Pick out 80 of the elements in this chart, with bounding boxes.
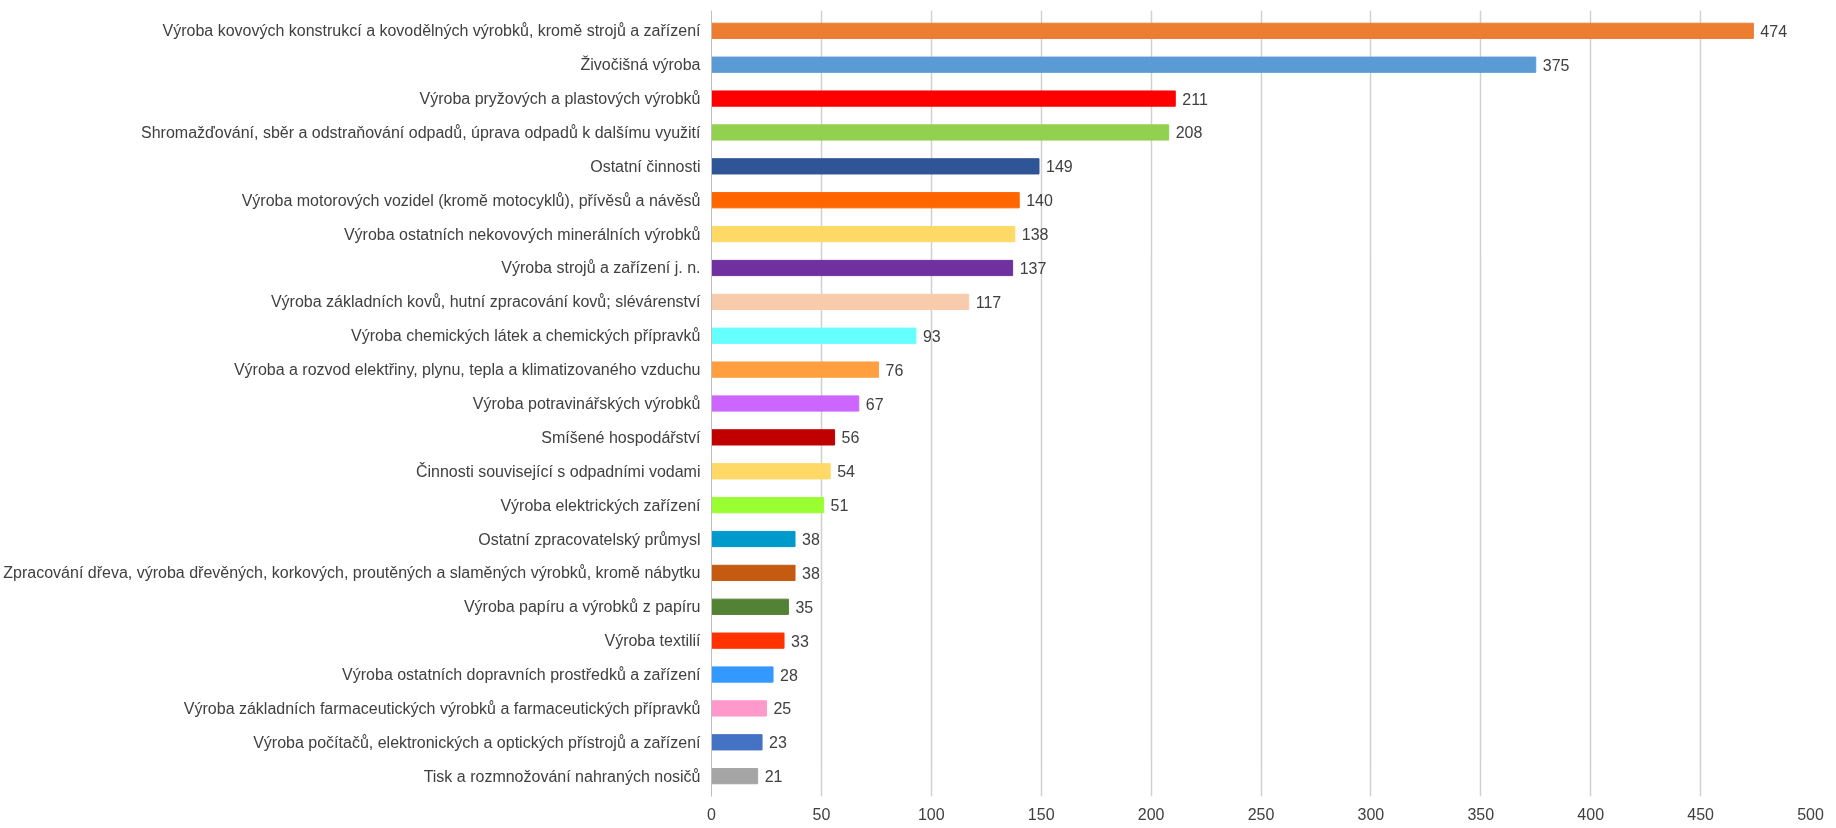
data-label: 375 — [1542, 56, 1570, 74]
data-label: 38 — [802, 564, 820, 582]
y-tick-label: Činnosti související s odpadními vodami — [415, 461, 701, 480]
bar — [711, 666, 774, 683]
x-tick-label: 100 — [917, 805, 945, 823]
data-label: 54 — [837, 463, 856, 481]
data-label: 21 — [764, 768, 783, 786]
data-label: 117 — [975, 293, 1002, 311]
bar — [711, 564, 796, 582]
bar — [711, 56, 1537, 73]
y-tick-label: Výroba chemických látek a chemických přípravků — [351, 327, 701, 345]
y-tick-label: Výroba pryžových a plastových výrobků — [419, 90, 701, 108]
data-label: 137 — [1019, 259, 1047, 277]
y-tick-label: Výroba ostatních dopravních prostředků a zařízení — [342, 666, 702, 684]
y-tick-label: Výroba motorových vozidel (kromě motocyklů), přívěsů a návěsů — [241, 191, 701, 209]
y-tick-label: Živočišná výroba — [580, 55, 701, 74]
bar — [711, 327, 917, 344]
y-tick-label: Výroba a rozvod elektřiny, plynu, tepla a klimatizovaného vzduchu — [233, 361, 701, 379]
data-label: 93 — [922, 327, 941, 345]
y-tick-label: Tisk a rozmnožování nahraných nosičů — [423, 767, 701, 785]
x-tick-label: 200 — [1137, 805, 1165, 823]
bar — [711, 768, 759, 785]
y-tick-label: Výroba strojů a zařízení j. n. — [501, 259, 701, 277]
bar — [711, 293, 970, 310]
data-label: 23 — [769, 734, 787, 752]
x-tick-label: 150 — [1027, 805, 1055, 823]
x-tick-label: 450 — [1687, 805, 1715, 823]
data-label: 208 — [1175, 124, 1203, 142]
data-label: 149 — [1046, 158, 1073, 176]
bar — [711, 22, 1754, 39]
data-label: 140 — [1026, 192, 1054, 210]
data-label: 211 — [1182, 90, 1208, 108]
y-tick-label: Výroba kovových konstrukcí a kovodělných výrobků, kromě strojů a zařízení — [162, 22, 702, 40]
y-tick-label: Výroba elektrických zařízení — [500, 496, 702, 514]
bar — [711, 530, 796, 548]
bar — [711, 497, 825, 514]
data-label: 33 — [791, 632, 809, 650]
y-tick-label: Shromažďování, sběr a odstraňování odpadů, úprava odpadů k dalšímu využití — [141, 123, 702, 141]
y-tick-label: Zpracování dřeva, výroba dřevěných, korkových, proutěných a slaměných výrobků, kromě nábytku — [3, 564, 701, 582]
bar — [711, 259, 1014, 277]
x-tick-label: 400 — [1577, 805, 1605, 823]
bar — [711, 700, 767, 717]
data-label: 28 — [780, 666, 798, 684]
bar — [711, 395, 860, 412]
x-tick-label: 500 — [1797, 805, 1824, 823]
data-label: 56 — [841, 429, 860, 447]
bar — [711, 124, 1170, 141]
bar — [711, 632, 785, 649]
y-tick-label: Ostatní činnosti — [590, 157, 701, 175]
y-tick-label: Výroba papíru a výrobků z papíru — [463, 598, 701, 616]
bar — [711, 192, 1020, 209]
data-label: 38 — [802, 531, 820, 549]
bar — [711, 463, 831, 480]
data-label: 35 — [795, 598, 814, 616]
data-label: 25 — [773, 700, 792, 718]
data-label: 76 — [885, 361, 904, 379]
bar — [711, 225, 1016, 243]
bar — [711, 598, 789, 615]
data-label: 67 — [865, 395, 884, 413]
y-tick-label: Ostatní zpracovatelský průmysl — [478, 530, 701, 548]
data-label: 51 — [830, 497, 849, 515]
bar — [711, 90, 1176, 107]
y-tick-label: Výroba textilií — [604, 632, 702, 650]
x-tick-label: 50 — [812, 805, 831, 823]
bar — [711, 361, 880, 378]
y-tick-label: Smíšené hospodářství — [541, 428, 702, 446]
y-tick-label: Výroba ostatních nekovových minerálních výrobků — [343, 225, 701, 243]
y-tick-label: Výroba počítačů, elektronických a optických přístrojů a zařízení — [253, 733, 702, 751]
x-tick-label: 250 — [1247, 805, 1275, 823]
x-tick-label: 350 — [1467, 805, 1495, 823]
data-label: 138 — [1021, 226, 1049, 244]
y-tick-label: Výroba základních kovů, hutní zpracování kovů; slévárenství — [270, 293, 702, 311]
bar — [711, 429, 836, 446]
y-tick-label: Výroba potravinářských výrobků — [472, 395, 701, 412]
x-tick-label: 300 — [1357, 805, 1385, 823]
data-label: 474 — [1760, 22, 1788, 40]
y-tick-label: Výroba základních farmaceutických výrobků a farmaceutických přípravků — [183, 699, 701, 717]
bar — [711, 734, 763, 751]
x-tick-label: 0 — [707, 805, 717, 823]
bar — [711, 158, 1040, 175]
